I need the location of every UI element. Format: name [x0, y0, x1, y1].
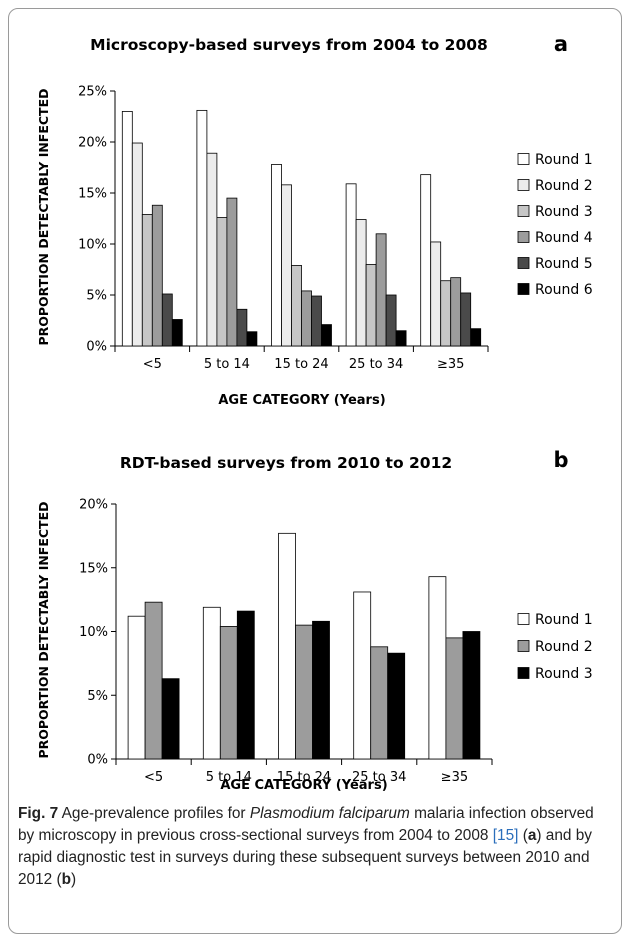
chart-a-legend-swatch: [517, 231, 530, 243]
chart-b-legend-label: Round 1: [535, 612, 593, 628]
chart-a: Microscopy-based surveys from 2004 to 20…: [36, 32, 593, 408]
caption-text-1: Age-prevalence profiles for: [58, 805, 250, 822]
chart-b-bar: [161, 678, 180, 760]
chart-b-bar: [353, 591, 372, 760]
chart-b-panel-letter: b: [553, 448, 568, 472]
chart-a-category-label: 15 to 24: [274, 357, 328, 372]
chart-a-title: Microscopy-based surveys from 2004 to 20…: [90, 36, 488, 54]
chart-b-bar: [219, 626, 238, 760]
chart-b-category-label: 5 to 14: [206, 770, 252, 785]
chart-b-bar: [202, 606, 221, 760]
chart-a-y-tick-label: 20%: [78, 136, 107, 151]
chart-b-bar: [428, 576, 447, 760]
caption-text-3: (: [518, 827, 528, 844]
chart-a-legend-swatch: [517, 283, 530, 295]
chart-b-bar: [445, 637, 464, 760]
caption-figure-label: Fig. 7: [18, 805, 59, 822]
chart-a-legend-label: Round 1: [535, 152, 593, 168]
chart-a-bar: [321, 324, 332, 347]
chart-b-category-label: 15 to 24: [277, 770, 331, 785]
chart-a-bar: [311, 295, 322, 347]
chart-b-legend-swatch: [517, 640, 530, 652]
caption-letter-a: a: [527, 827, 537, 844]
chart-a-y-tick-label: 10%: [78, 238, 107, 253]
chart-b-y-tick-label: 15%: [79, 561, 108, 576]
chart-a-y-axis-label: PROPORTION DETECTABLY INFECTED: [36, 88, 51, 345]
chart-b-y-tick-label: 10%: [79, 625, 108, 640]
chart-b-category-label: 25 to 34: [352, 770, 406, 785]
chart-b-bar: [236, 610, 255, 760]
chart-a-legend-swatch: [517, 257, 530, 269]
chart-b-category-label: ≥35: [441, 770, 468, 785]
chart-a-panel-letter: a: [554, 32, 568, 56]
chart-a-category-label: ≥35: [437, 357, 464, 372]
chart-a-bar: [385, 294, 397, 347]
chart-a-x-axis-label: AGE CATEGORY (Years): [218, 393, 385, 408]
caption-text-4: ) and by rapid diagnostic test in survey…: [18, 827, 593, 888]
chart-b-legend-swatch: [517, 613, 530, 625]
chart-b-bar: [127, 615, 146, 760]
chart-a-legend-label: Round 3: [535, 204, 593, 220]
chart-a-legend-label: Round 5: [535, 256, 593, 272]
chart-a-legend-label: Round 2: [535, 178, 593, 194]
chart-a-category-label: 5 to 14: [204, 357, 250, 372]
chart-b-title: RDT-based surveys from 2010 to 2012: [120, 454, 452, 472]
chart-a-y-tick-label: 0%: [86, 340, 107, 355]
chart-a-bar: [226, 197, 238, 347]
chart-a-bar: [470, 328, 482, 347]
chart-b-category-label: <5: [144, 770, 163, 785]
chart-b-y-tick-label: 20%: [79, 498, 108, 513]
chart-b-bar: [462, 631, 481, 760]
caption-text-5: ): [71, 871, 77, 888]
chart-b-bar: [370, 646, 389, 760]
chart-a-legend-swatch: [517, 153, 530, 165]
figure-frame: [8, 8, 622, 934]
chart-a-bar: [171, 319, 183, 347]
chart-a-bar: [395, 330, 407, 347]
chart-a-y-tick-label: 15%: [78, 187, 107, 202]
chart-a-bar: [460, 292, 472, 347]
chart-a-category-label: 25 to 34: [349, 357, 403, 372]
chart-a-legend-label: Round 4: [535, 230, 593, 246]
chart-a-bar: [375, 233, 387, 347]
caption-text-2: malaria infection observed by microscopy…: [18, 805, 594, 844]
chart-b-y-tick-label: 5%: [87, 689, 108, 704]
chart-b-bar: [144, 601, 163, 760]
chart-b-y-tick-label: 0%: [87, 753, 108, 768]
chart-b-legend-label: Round 3: [535, 666, 593, 682]
chart-b-bar: [295, 624, 313, 760]
chart-a-legend-swatch: [517, 205, 530, 217]
chart-a-legend-swatch: [517, 179, 530, 191]
caption-species: Plasmodium falciparum: [249, 805, 410, 822]
caption-letter-b: b: [61, 871, 72, 888]
chart-a-bar: [236, 308, 248, 347]
chart-a-legend-label: Round 6: [535, 282, 593, 298]
chart-a-category-label: <5: [143, 357, 162, 372]
chart-b-x-axis-label: AGE CATEGORY (Years): [220, 778, 387, 793]
chart-a-y-tick-label: 25%: [78, 85, 107, 100]
chart-b-bar: [312, 620, 330, 760]
chart-a-y-tick-label: 5%: [86, 289, 107, 304]
chart-b-legend-swatch: [517, 667, 530, 679]
chart-a-bar: [246, 331, 258, 347]
chart-b: RDT-based surveys from 2010 to 2012 b PR…: [36, 448, 593, 793]
chart-b-y-axis-label: PROPORTION DETECTABLY INFECTED: [36, 501, 51, 758]
caption-reference-link[interactable]: [15]: [492, 827, 519, 844]
chart-b-bar: [387, 652, 406, 760]
chart-b-bar: [278, 532, 296, 760]
chart-a-bar: [151, 204, 163, 347]
chart-b-legend-label: Round 2: [535, 639, 593, 655]
figure-caption: Fig. 7 Age-prevalence profiles for Plasm…: [18, 803, 614, 891]
